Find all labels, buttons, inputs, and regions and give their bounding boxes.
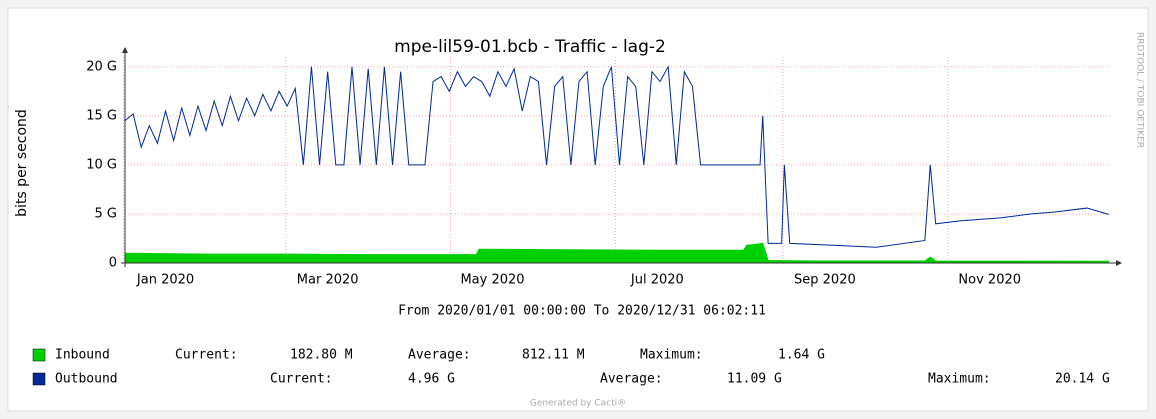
y-tick-label: 20 G <box>86 59 117 74</box>
footer: Generated by Cacti® <box>530 399 626 409</box>
area <box>124 242 1110 264</box>
canvas <box>7 7 1149 412</box>
legend-stat-label: Current: <box>175 348 238 363</box>
x-tick-label: Sep 2020 <box>794 273 856 288</box>
y-tick-label: 15 G <box>86 108 117 123</box>
y-tick-label: 5 G <box>95 206 117 221</box>
watermark: RRDTOOL / TOBI OETIKER <box>1135 32 1145 148</box>
legend-stat-value: 11.09 G <box>727 372 782 387</box>
legend-stat-label: Maximum: <box>928 372 991 387</box>
legend-stat-label: Average: <box>600 372 663 387</box>
legend-swatch <box>32 348 46 362</box>
period: From 2020/01/01 00:00:00 To 2020/12/31 0… <box>398 304 766 319</box>
y-arrow <box>122 47 128 53</box>
legend-stat-value: 812.11 M <box>522 348 585 363</box>
x-arrow <box>1116 260 1122 266</box>
y-tick-label: 0 <box>109 256 117 271</box>
legend-stat-label: Average: <box>408 348 471 363</box>
x-tick-label: Jul 2020 <box>630 273 684 288</box>
y-axis-label: bits per second <box>14 109 30 217</box>
y-tick-label: 10 G <box>86 157 117 172</box>
x-tick-label: Nov 2020 <box>958 273 1021 288</box>
x-tick-label: Jan 2020 <box>136 273 194 288</box>
legend-stat-value: 1.64 G <box>778 348 825 363</box>
line <box>124 65 1109 248</box>
legend-swatch <box>32 372 46 386</box>
x-tick-label: Mar 2020 <box>297 273 359 288</box>
chart-title: mpe-lil59-01.bcb - Traffic - lag-2 <box>394 37 666 57</box>
legend-label: Inbound <box>55 348 110 363</box>
legend-label: Outbound <box>55 372 118 387</box>
x-tick-label: May 2020 <box>460 273 524 288</box>
legend-stat-label: Maximum: <box>640 348 703 363</box>
legend-stat-label: Current: <box>270 372 333 387</box>
legend-stat-value: 4.96 G <box>408 372 455 387</box>
legend-stat-value: 20.14 G <box>1055 372 1110 387</box>
legend-stat-value: 182.80 M <box>290 348 353 363</box>
